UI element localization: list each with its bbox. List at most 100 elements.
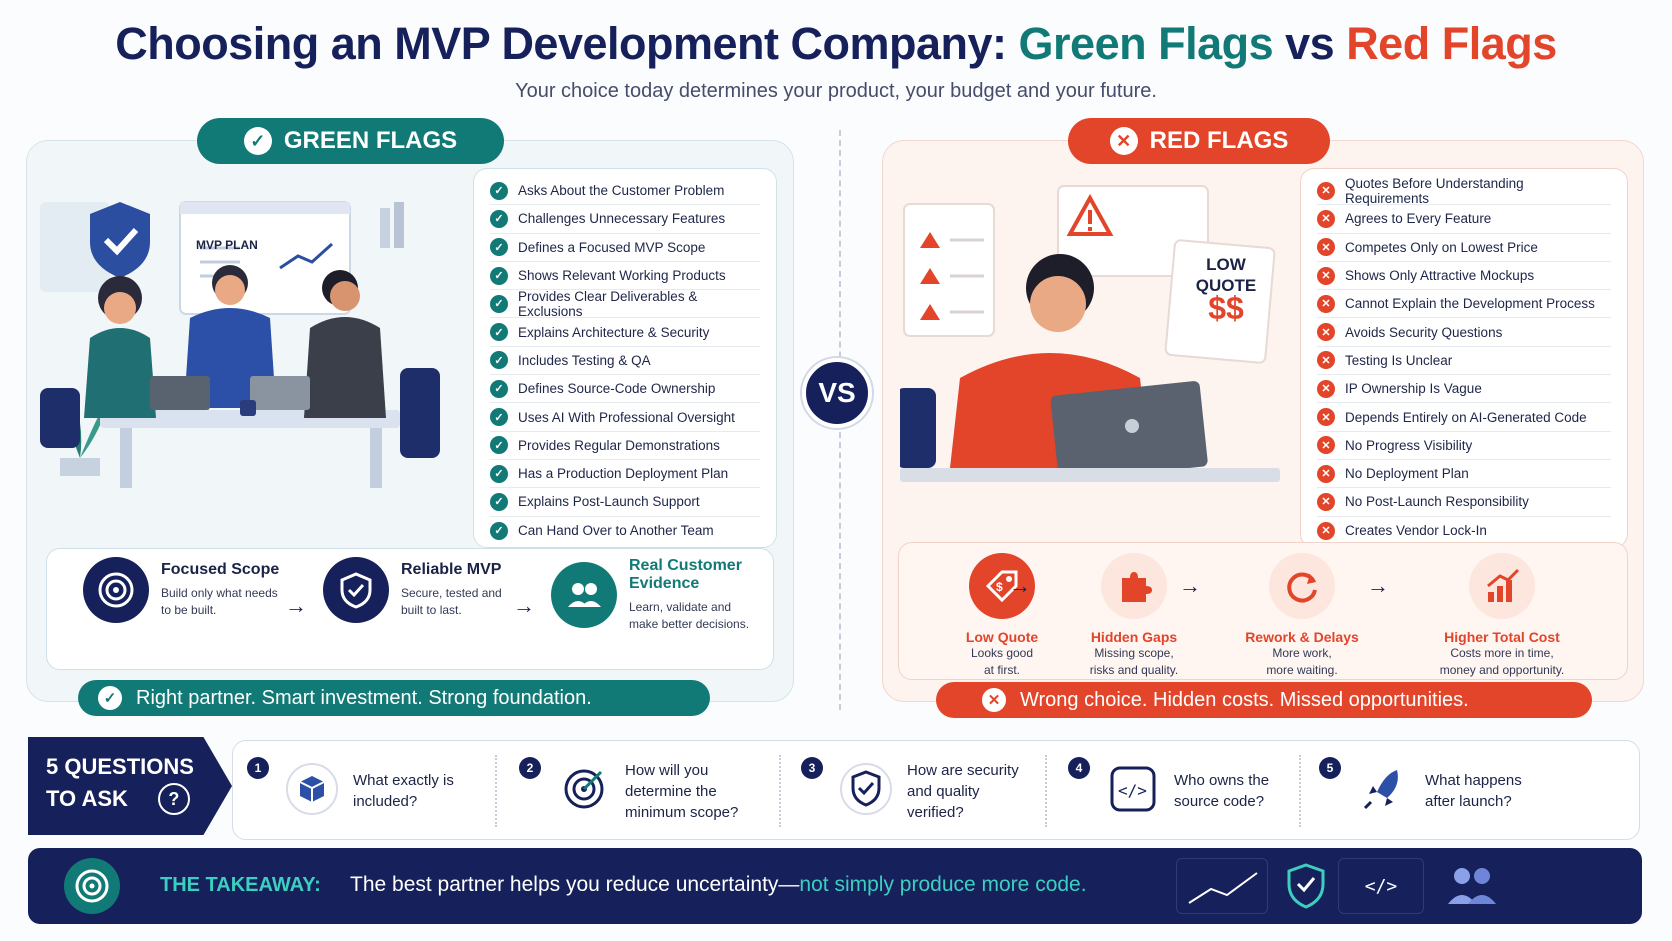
list-item-label: No Deployment Plan bbox=[1345, 466, 1469, 482]
list-item-label: Provides Clear Deliverables & Exclusions bbox=[518, 288, 698, 319]
flow-title: Real Customer Evidence bbox=[629, 557, 742, 592]
x-icon: ✕ bbox=[1317, 238, 1335, 257]
x-icon: ✕ bbox=[1317, 181, 1335, 200]
list-item-label: Explains Post-Launch Support bbox=[518, 494, 700, 510]
check-icon: ✓ bbox=[490, 238, 508, 257]
red-heading-label: RED FLAGS bbox=[1149, 127, 1289, 154]
question-text: Who owns the source code? bbox=[1174, 772, 1270, 810]
list-item-label: Agrees to Every Feature bbox=[1345, 211, 1492, 227]
title-vs: vs bbox=[1273, 18, 1347, 69]
flow-desc: Missing scope, bbox=[1094, 646, 1174, 660]
list-item: ✕ Shows Only Attractive Mockups bbox=[1317, 262, 1611, 291]
list-item: ✓ Uses AI With Professional Oversight bbox=[490, 403, 760, 432]
question-number: 1 bbox=[247, 757, 269, 779]
arrow-right-icon: → bbox=[1367, 573, 1389, 598]
list-item-label: Uses AI With Professional Oversight bbox=[518, 409, 735, 425]
list-item-label: No Post-Launch Responsibility bbox=[1345, 494, 1529, 510]
question-item: </> Who owns the source code? bbox=[1106, 749, 1274, 833]
green-summary-banner: ✓ Right partner. Smart investment. Stron… bbox=[78, 680, 710, 716]
flow-desc: Secure, tested and built to last. bbox=[401, 586, 502, 617]
check-icon: ✓ bbox=[490, 379, 508, 398]
list-item-label: No Progress Visibility bbox=[1345, 437, 1473, 453]
list-item-label: Testing Is Unclear bbox=[1345, 352, 1453, 368]
trend-chart-icon bbox=[1176, 858, 1268, 914]
question-text: What happens after launch? bbox=[1425, 772, 1522, 810]
list-item-label: Cannot Explain the Development Process bbox=[1345, 296, 1595, 312]
x-icon: ✕ bbox=[1317, 408, 1335, 427]
flow-title: Reliable MVP bbox=[401, 561, 502, 578]
list-item: ✓ Defines a Focused MVP Scope bbox=[490, 234, 760, 262]
list-item: ✓ Can Hand Over to Another Team bbox=[490, 517, 760, 545]
takeaway-bar: THE TAKEAWAY: The best partner helps you… bbox=[28, 848, 1642, 924]
users-icon bbox=[551, 562, 617, 628]
users-icon bbox=[1442, 860, 1502, 917]
refresh-icon bbox=[1269, 553, 1335, 619]
check-icon: ✓ bbox=[490, 323, 508, 342]
list-item-label: Shows Relevant Working Products bbox=[518, 268, 726, 284]
green-flags-heading: ✓ GREEN FLAGS bbox=[197, 118, 504, 164]
list-item: ✕ Creates Vendor Lock-In bbox=[1317, 517, 1611, 545]
list-item-label: Quotes Before Understanding Requirements bbox=[1345, 175, 1524, 206]
code-icon: </> bbox=[1338, 858, 1424, 914]
title-red: Red Flags bbox=[1346, 18, 1557, 69]
list-item-label: Explains Architecture & Security bbox=[518, 324, 710, 340]
divider bbox=[779, 755, 781, 827]
questions-row: 1 What exactly is included? 2 How will you … bbox=[232, 740, 1640, 840]
x-icon: ✕ bbox=[1109, 127, 1138, 155]
mvp-plan-board-label: MVP PLAN bbox=[196, 238, 258, 252]
code-icon: </> bbox=[1106, 762, 1160, 821]
red-consequence-flow: $ Low Quote Looks good at first. → Hidden Gap… bbox=[898, 542, 1628, 680]
check-icon: ✓ bbox=[490, 464, 508, 483]
list-item: ✓ Provides Clear Deliverables & Exclusion… bbox=[490, 288, 760, 319]
shield-check-icon bbox=[90, 202, 150, 278]
green-outcome-flow: Focused Scope Build only what needs to be… bbox=[46, 548, 774, 670]
x-icon: ✕ bbox=[1317, 294, 1335, 313]
list-item: ✓ Has a Production Deployment Plan bbox=[490, 460, 760, 489]
low-quote-sign: LOW QUOTE $$ bbox=[1182, 254, 1270, 324]
x-icon: ✕ bbox=[1317, 266, 1335, 285]
list-item-label: Provides Regular Demonstrations bbox=[518, 437, 720, 453]
list-item: ✓ Challenges Unnecessary Features bbox=[490, 205, 760, 234]
bar-chart-up-icon bbox=[1469, 553, 1535, 619]
list-item: ✓ Explains Architecture & Security bbox=[490, 318, 760, 347]
list-item-label: Challenges Unnecessary Features bbox=[518, 211, 726, 227]
arrow-right-icon: → bbox=[1009, 573, 1031, 598]
question-number: 4 bbox=[1068, 757, 1090, 779]
flow-title: Rework & Delays bbox=[1245, 629, 1359, 645]
box-icon bbox=[285, 762, 339, 821]
list-item: ✕ Competes Only on Lowest Price bbox=[1317, 234, 1611, 262]
red-flags-list: ✕ Quotes Before Understanding Requirement… bbox=[1300, 168, 1628, 548]
green-heading-label: GREEN FLAGS bbox=[283, 127, 458, 154]
takeaway-text: The best partner helps you reduce uncert… bbox=[350, 873, 1087, 897]
flow-desc: Learn, validate and make better decision… bbox=[629, 600, 750, 631]
list-item: ✓ Provides Regular Demonstrations bbox=[490, 432, 760, 460]
flow-step: Reliable MVP Secure, tested and built to … bbox=[323, 557, 511, 623]
list-item: ✕ No Deployment Plan bbox=[1317, 460, 1611, 489]
list-item-label: Depends Entirely on AI-Generated Code bbox=[1345, 409, 1587, 425]
check-icon: ✓ bbox=[490, 266, 508, 285]
questions-heading: 5 QUESTIONS TO ASK ? bbox=[28, 737, 232, 835]
sign-line-1: LOW bbox=[1206, 255, 1246, 274]
red-banner-text: Wrong choice. Hidden costs. Missed oppor… bbox=[1020, 688, 1469, 711]
flow-title: Higher Total Cost bbox=[1444, 629, 1560, 645]
question-number: 2 bbox=[519, 757, 541, 779]
takeaway-text-main: The best partner helps you reduce uncert… bbox=[350, 873, 800, 896]
flow-step: Higher Total Cost Costs more in time, mone… bbox=[1417, 553, 1587, 679]
list-item-label: Defines Source-Code Ownership bbox=[518, 381, 716, 397]
x-icon: ✕ bbox=[1317, 436, 1335, 455]
list-item-label: Defines a Focused MVP Scope bbox=[518, 239, 706, 255]
flow-step: Rework & Delays More work, more waiting. bbox=[1217, 553, 1387, 679]
x-icon: ✕ bbox=[1317, 209, 1335, 228]
list-item: ✕ Testing Is Unclear bbox=[1317, 347, 1611, 376]
flow-desc: money and opportunity. bbox=[1439, 663, 1565, 677]
arrow-right-icon: → bbox=[285, 593, 307, 618]
worried-developer-illustration bbox=[900, 185, 1280, 482]
flow-desc: risks and quality. bbox=[1089, 663, 1179, 677]
svg-text:</>: </> bbox=[1118, 781, 1147, 800]
question-item: What happens after launch? bbox=[1357, 749, 1525, 833]
check-icon: ✓ bbox=[243, 127, 272, 155]
rocket-icon bbox=[1357, 762, 1411, 821]
x-icon: ✕ bbox=[1317, 323, 1335, 342]
question-text: How will you determine the minimum scope… bbox=[625, 761, 739, 821]
